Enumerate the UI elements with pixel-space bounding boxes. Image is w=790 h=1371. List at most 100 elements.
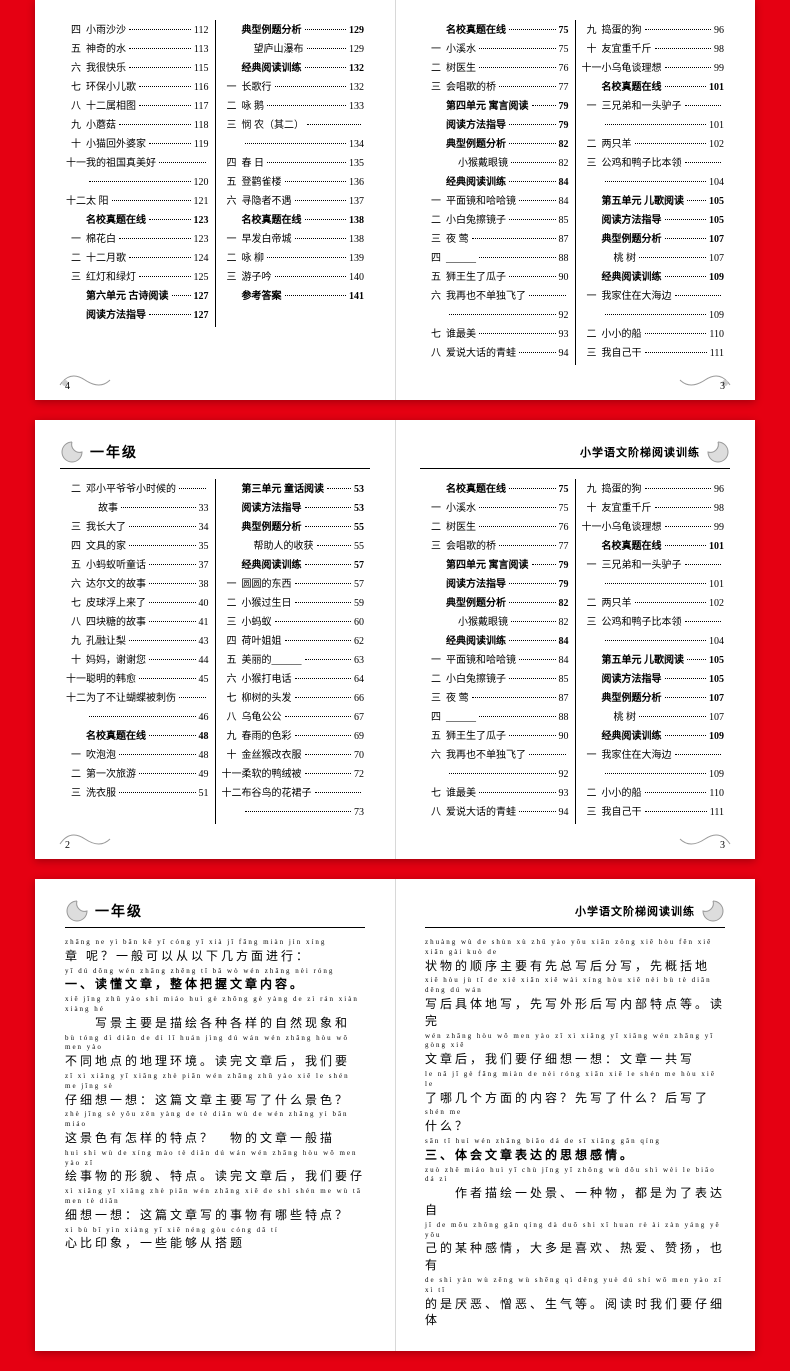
grade-title: 一年级 — [90, 442, 138, 462]
toc-entry: 一三兄弟和一头驴子 — [582, 99, 725, 115]
toc-entry: 七柳树的头发66 — [222, 691, 365, 707]
toc-entry: 十一小乌龟谈理想99 — [582, 520, 725, 536]
toc-entry: 一三兄弟和一头驴子 — [582, 558, 725, 574]
toc-entry: 十一我的祖国真美好 — [66, 156, 209, 172]
toc-entry: 二两只羊102 — [582, 596, 725, 612]
toc-entry: 第四单元 寓言阅读79 — [426, 99, 569, 115]
toc-entry: 四小雨沙沙112 — [66, 23, 209, 39]
toc-entry: 第六单元 古诗阅读127 — [66, 289, 209, 305]
toc-entry: 第四单元 寓言阅读79 — [426, 558, 569, 574]
toc-entry: 三夜 莺87 — [426, 691, 569, 707]
toc-entry: 阅读方法指导105 — [582, 672, 725, 688]
corner-decoration — [55, 365, 115, 395]
toc-entry: 十妈妈，谢谢您44 — [66, 653, 209, 669]
toc-columns: 四小雨沙沙112五神奇的水113六我很快乐115七环保小儿歌116八十二属相图1… — [60, 20, 370, 327]
toc-col-1: 四小雨沙沙112五神奇的水113六我很快乐115七环保小儿歌116八十二属相图1… — [60, 20, 216, 327]
toc-col-1: 二邓小平爷爷小时候的故事33三我长大了34四文具的家35五小蚂蚁听童话37六达尔… — [60, 479, 216, 824]
toc-entry: 名校真题在线138 — [222, 213, 365, 229]
toc-entry: 一平面镜和哈哈镜84 — [426, 194, 569, 210]
toc-entry: 一小溪水75 — [426, 501, 569, 517]
toc-entry: 三游子吟140 — [222, 270, 365, 286]
toc-entry: 101 — [582, 118, 725, 134]
toc-entry: 阅读方法指导79 — [426, 577, 569, 593]
toc-entry: 一棉花白123 — [66, 232, 209, 248]
toc-entry: 六我再也不单独飞了 — [426, 289, 569, 305]
toc-entry: 92 — [426, 308, 569, 324]
toc-entry: 小猴戴眼镜82 — [426, 615, 569, 631]
toc-entry: 六寻隐者不遇137 — [222, 194, 365, 210]
prose-line: huì shì wù de xíng mào tè diǎn dú wán wé… — [65, 1149, 365, 1185]
toc-entry: 七环保小儿歌116 — [66, 80, 209, 96]
toc-entry: 第五单元 儿歌阅读105 — [582, 194, 725, 210]
moon-icon — [60, 440, 84, 464]
toc-entry: 经典阅读训练84 — [426, 634, 569, 650]
toc-entry: 十友宜重千斤98 — [582, 501, 725, 517]
toc-entry: 九捣蛋的狗96 — [582, 482, 725, 498]
toc-entry: 典型例题分析55 — [222, 520, 365, 536]
toc-entry: 七谁最美93 — [426, 327, 569, 343]
toc-entry: 经典阅读训练57 — [222, 558, 365, 574]
prose-text: zhuàng wù de shùn xù zhǔ yào yǒu xiān zǒ… — [425, 938, 725, 1329]
toc-entry: 五小蚂蚁听童话37 — [66, 558, 209, 574]
moon-icon — [706, 440, 730, 464]
toc-entry: 典型例题分析82 — [426, 137, 569, 153]
page-right-2: 小学语文阶梯阅读训练 名校真题在线75一小溪水75二树医生76三会唱歌的桥77第… — [395, 420, 755, 859]
toc-entry: 经典阅读训练109 — [582, 270, 725, 286]
moon-icon — [65, 899, 89, 923]
prose-text: zhāng ne yì bān kě yǐ cóng yǐ xià jǐ fān… — [65, 938, 365, 1252]
toc-columns: 名校真题在线75一小溪水75二树医生76三会唱歌的桥77第四单元 寓言阅读79阅… — [420, 479, 730, 824]
toc-entry: 四文具的家35 — [66, 539, 209, 555]
toc-entry: 73 — [222, 805, 365, 821]
prose-line: bù tóng dì diǎn de dì lǐ huán jìng dú wá… — [65, 1034, 365, 1070]
prose-line: le nǎ jǐ gè fāng miàn de nèi róng xiān x… — [425, 1070, 725, 1106]
toc-entry: 第三单元 童话阅读53 — [222, 482, 365, 498]
moon-icon — [701, 899, 725, 923]
prose-line: xì bù bǐ yìn xiàng yī xiē néng gòu cóng … — [65, 1226, 365, 1253]
page-right-1: 名校真题在线75一小溪水75二树医生76三会唱歌的桥77第四单元 寓言阅读79阅… — [395, 0, 755, 400]
toc-entry: 二咏 柳139 — [222, 251, 365, 267]
book-spread-3: 一年级 zhāng ne yì bān kě yǐ cóng yǐ xià jǐ… — [35, 879, 755, 1351]
toc-entry: 四春 日135 — [222, 156, 365, 172]
toc-entry: 九孔融让梨43 — [66, 634, 209, 650]
toc-entry: 名校真题在线75 — [426, 482, 569, 498]
toc-entry: 六达尔文的故事38 — [66, 577, 209, 593]
toc-entry: 九春雨的色彩69 — [222, 729, 365, 745]
toc-entry: 阅读方法指导127 — [66, 308, 209, 324]
toc-entry: 名校真题在线123 — [66, 213, 209, 229]
prose-line: zhuàng wù de shùn xù zhǔ yào yǒu xiān zǒ… — [425, 938, 725, 974]
book-spread-1: 四小雨沙沙112五神奇的水113六我很快乐115七环保小儿歌116八十二属相图1… — [35, 0, 755, 400]
toc-entry: 三我自己干111 — [582, 805, 725, 821]
toc-entry: 二小白兔擦镜子85 — [426, 672, 569, 688]
toc-entry: 八四块糖的故事41 — [66, 615, 209, 631]
toc-entry: 三洗衣服51 — [66, 786, 209, 802]
toc-entry: 桃 树107 — [582, 251, 725, 267]
prose-line: xiě hòu jù tǐ de xiě xiān xiě wài xíng h… — [425, 976, 725, 1029]
toc-col-2: 典型例题分析129望庐山瀑布129经典阅读训练132一长歌行132二咏 鹅133… — [216, 20, 371, 327]
toc-entry: 101 — [582, 577, 725, 593]
toc-entry: 阅读方法指导105 — [582, 213, 725, 229]
toc-entry: 典型例题分析107 — [582, 232, 725, 248]
toc-entry: 经典阅读训练109 — [582, 729, 725, 745]
prose-line: yī dú dǒng wén zhāng zhěng tǐ bǎ wò wén … — [65, 967, 365, 994]
toc-entry: 五登鹳雀楼136 — [222, 175, 365, 191]
toc-entry: 望庐山瀑布129 — [222, 42, 365, 58]
toc-col-2: 第三单元 童话阅读53阅读方法指导53典型例题分析55帮助人的收获55经典阅读训… — [216, 479, 371, 824]
toc-entry: 92 — [426, 767, 569, 783]
toc-entry: 一长歌行132 — [222, 80, 365, 96]
toc-entry: 三小蚂蚁60 — [222, 615, 365, 631]
toc-columns: 二邓小平爷爷小时候的故事33三我长大了34四文具的家35五小蚂蚁听童话37六达尔… — [60, 479, 370, 824]
prose-line: sān tǐ huì wén zhāng biǎo dá de sī xiǎng… — [425, 1137, 725, 1164]
toc-entry: 八十二属相图117 — [66, 99, 209, 115]
toc-entry: 十金丝猴改衣服70 — [222, 748, 365, 764]
toc-entry: 典型例题分析82 — [426, 596, 569, 612]
toc-entry: 二第一次旅游49 — [66, 767, 209, 783]
toc-entry: 十二太 阳121 — [66, 194, 209, 210]
page-left-2: 一年级 二邓小平爷爷小时候的故事33三我长大了34四文具的家35五小蚂蚁听童话3… — [35, 420, 395, 859]
toc-entry: 三公鸡和鸭子比本领 — [582, 156, 725, 172]
toc-entry: 三会唱歌的桥77 — [426, 539, 569, 555]
toc-entry: 七谁最美93 — [426, 786, 569, 802]
prose-line: xì xiǎng yī xiǎng zhè piān wén zhāng xiě… — [65, 1187, 365, 1223]
toc-entry: 六我再也不单独飞了 — [426, 748, 569, 764]
toc-entry: 六我很快乐115 — [66, 61, 209, 77]
corner-decoration — [55, 824, 115, 854]
